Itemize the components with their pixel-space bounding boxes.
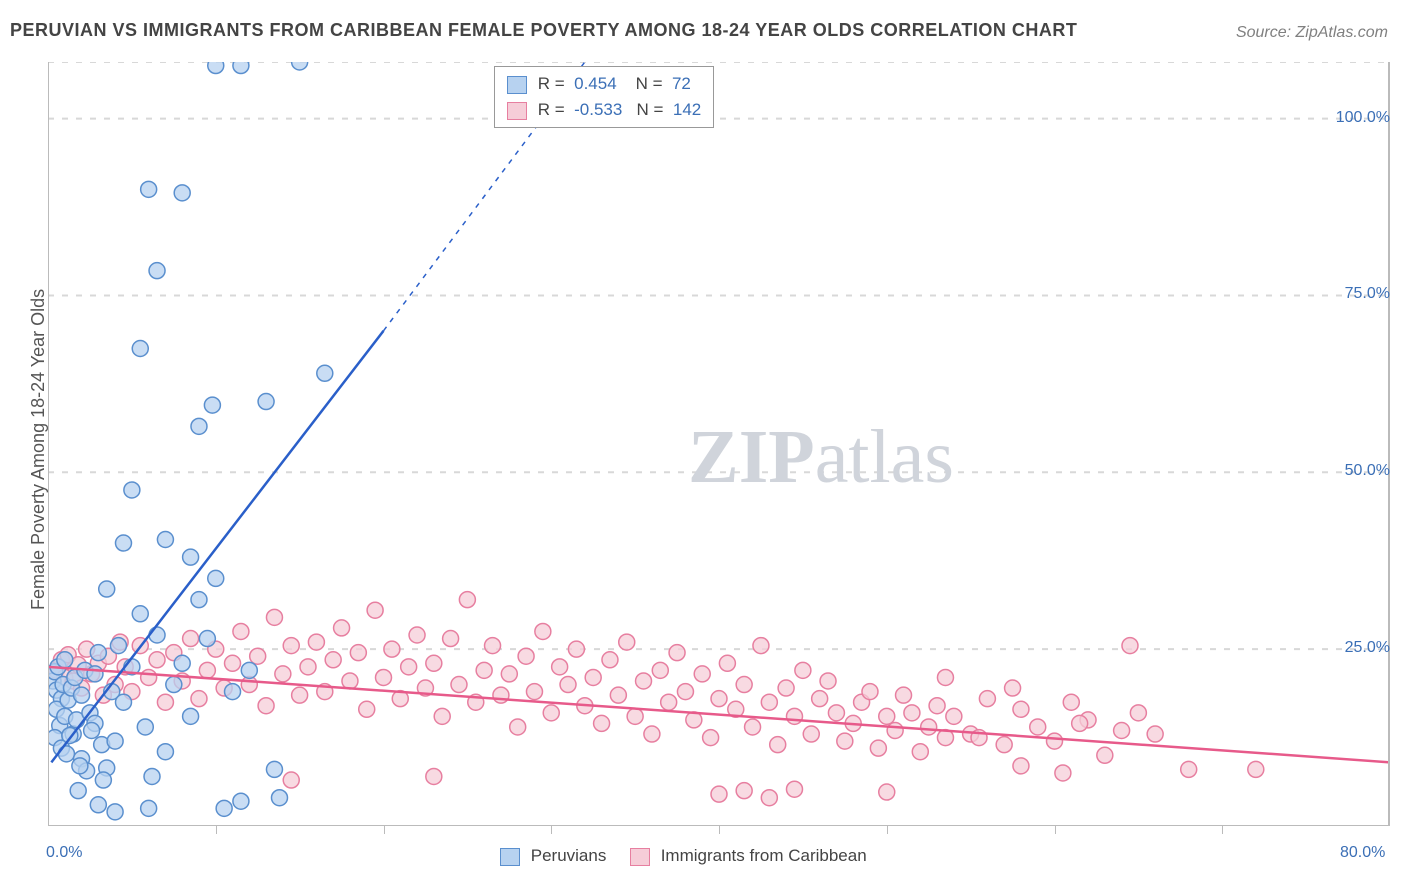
x-minor-tick xyxy=(384,826,385,834)
swatch-peruvians xyxy=(507,76,527,94)
n-label: N = xyxy=(636,74,663,93)
source-label: Source: ZipAtlas.com xyxy=(1236,24,1388,42)
y-tick-label: 25.0% xyxy=(1345,639,1390,657)
x-minor-tick xyxy=(1055,826,1056,834)
x-tick-label: 80.0% xyxy=(1340,844,1385,862)
x-minor-tick xyxy=(1222,826,1223,834)
series-legend: Peruvians Immigrants from Caribbean xyxy=(500,846,867,866)
swatch-peruvians-bottom xyxy=(500,848,520,866)
swatch-caribbean xyxy=(507,102,527,120)
y-tick-label: 75.0% xyxy=(1345,285,1390,303)
n-value-caribbean: 142 xyxy=(673,100,701,119)
r-label: R = xyxy=(538,74,565,93)
swatch-caribbean-bottom xyxy=(630,848,650,866)
legend-row-caribbean: R = -0.533 N = 142 xyxy=(507,97,701,123)
chart-title: PERUVIAN VS IMMIGRANTS FROM CARIBBEAN FE… xyxy=(10,20,1077,41)
legend-label-peruvians: Peruvians xyxy=(531,846,607,865)
x-minor-tick xyxy=(719,826,720,834)
x-minor-tick xyxy=(216,826,217,834)
r-label: R = xyxy=(538,100,565,119)
x-minor-tick xyxy=(551,826,552,834)
n-value-peruvians: 72 xyxy=(672,74,691,93)
y-tick-label: 50.0% xyxy=(1345,462,1390,480)
legend-label-caribbean: Immigrants from Caribbean xyxy=(661,846,867,865)
legend-row-peruvians: R = 0.454 N = 72 xyxy=(507,71,701,97)
correlation-legend: R = 0.454 N = 72 R = -0.533 N = 142 xyxy=(494,66,714,128)
scatter-plot: ZIPatlas xyxy=(48,62,1390,826)
y-axis-label: Female Poverty Among 18-24 Year Olds xyxy=(28,289,49,610)
n-label: N = xyxy=(637,100,664,119)
r-value-peruvians: 0.454 xyxy=(574,74,617,93)
y-tick-label: 100.0% xyxy=(1336,109,1390,127)
svg-text:ZIPatlas: ZIPatlas xyxy=(688,415,954,499)
x-minor-tick xyxy=(887,826,888,834)
r-value-caribbean: -0.533 xyxy=(574,100,622,119)
x-tick-label: 0.0% xyxy=(46,844,82,862)
